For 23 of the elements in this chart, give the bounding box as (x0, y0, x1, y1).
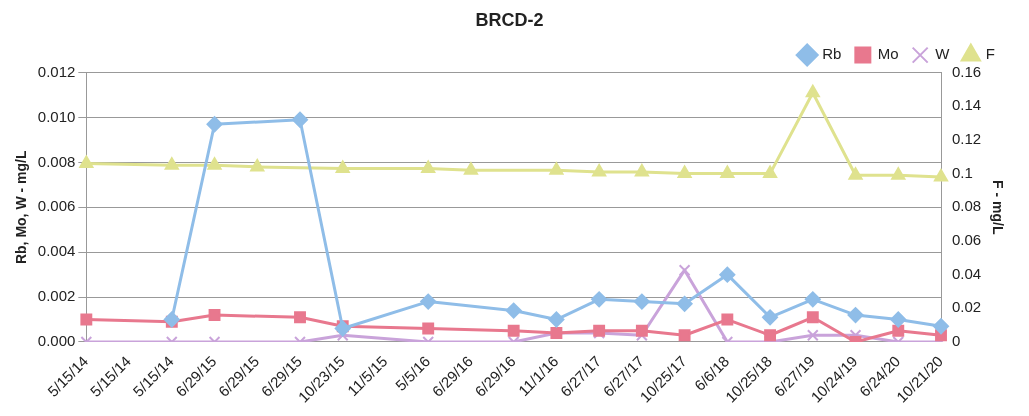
y-tick-label: 0.006 (37, 197, 76, 215)
y2-tick-label: 0.12 (952, 130, 982, 148)
y2-tick-label: 0.02 (952, 298, 982, 316)
y2-tick-label: 0.04 (952, 264, 982, 282)
legend-label: F (985, 45, 996, 63)
legend-label: W (935, 45, 951, 63)
y2-tick-label: 0.14 (952, 96, 982, 114)
y-tick-label: 0.002 (37, 287, 76, 305)
y-tick-label: 0.000 (37, 332, 76, 350)
y2-tick-label: 0.06 (952, 231, 982, 249)
y2-tick-label: 0.1 (952, 163, 973, 181)
y2-tick-label: 0.08 (952, 197, 982, 215)
y-axis-title: Rb, Mo, W - mg/L (13, 150, 30, 265)
chart-title: BRCD-2 (475, 9, 544, 30)
y-tick-label: 0.004 (37, 242, 76, 260)
y-tick-label: 0.012 (37, 62, 76, 80)
legend-label: Mo (877, 45, 899, 63)
y-tick-label: 0.008 (37, 152, 76, 170)
y2-tick-label: 0.16 (952, 62, 982, 80)
y2-axis-title: F - mg/L (989, 180, 1006, 235)
legend-label: Rb (822, 45, 842, 63)
y2-tick-label: 0 (952, 332, 961, 350)
y-tick-label: 0.010 (37, 107, 76, 125)
